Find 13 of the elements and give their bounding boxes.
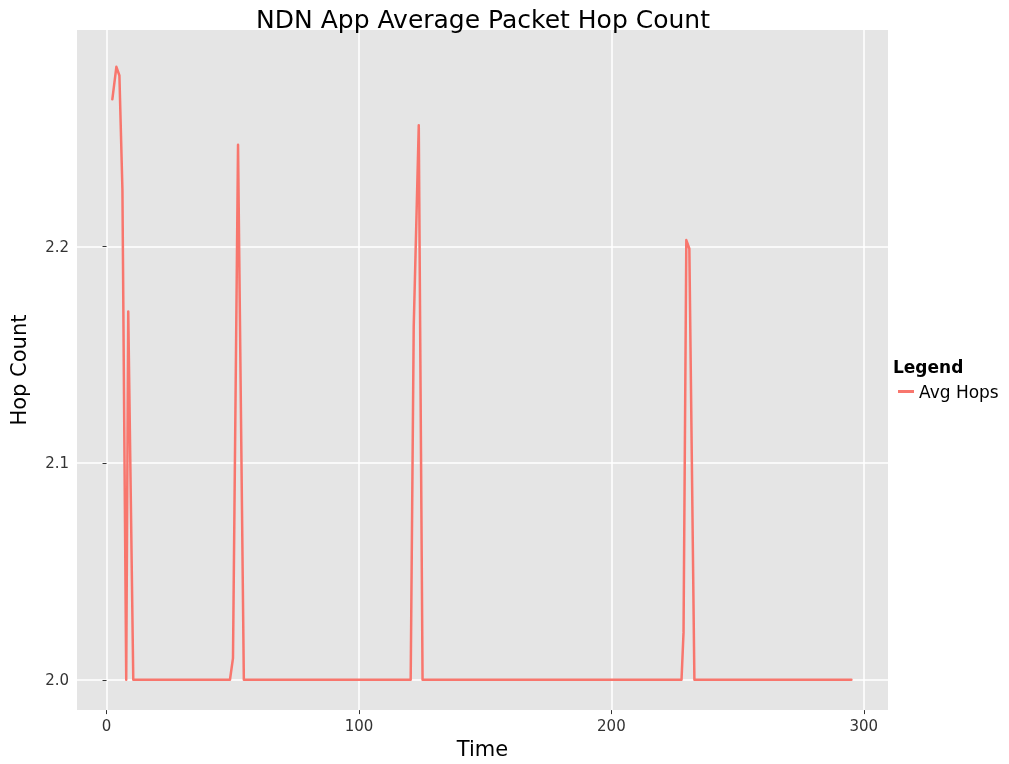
- y-tick-label: 2.0: [45, 670, 69, 689]
- chart-title: NDN App Average Packet Hop Count: [256, 5, 711, 34]
- x-axis-title: Time: [455, 736, 509, 761]
- y-tick-label: 2.1: [45, 454, 69, 473]
- x-tick-label: 200: [597, 716, 626, 735]
- x-tick-label: 0: [101, 716, 112, 735]
- x-tick-label: 100: [344, 716, 374, 735]
- x-tick-label: 300: [849, 716, 879, 735]
- y-tick-label: 2.2: [45, 237, 69, 256]
- line-series: [111, 65, 853, 682]
- legend-label: Avg Hops: [919, 381, 999, 402]
- y-axis-title: Hop Count: [6, 314, 31, 426]
- legend-title: Legend: [893, 356, 964, 377]
